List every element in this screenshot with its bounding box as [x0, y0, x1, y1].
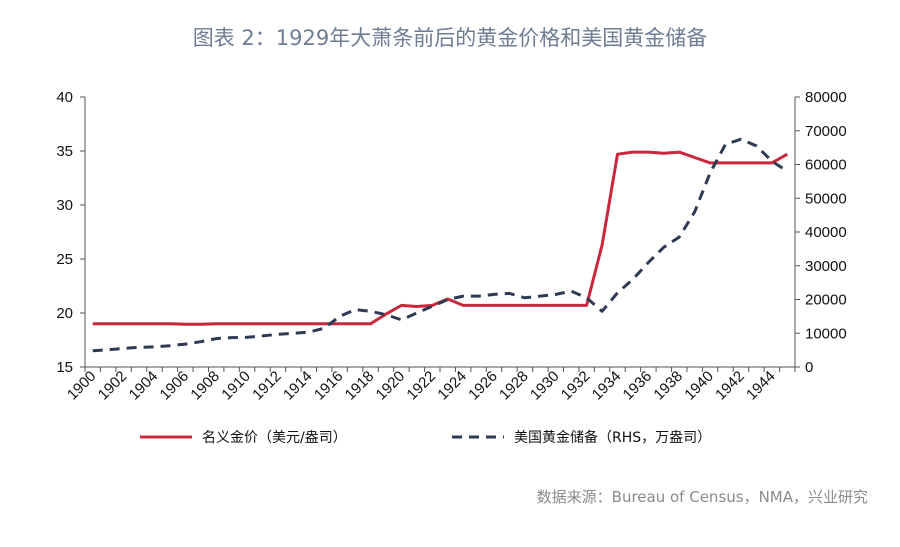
right-tick-label: 70000	[805, 123, 847, 140]
x-tick-label: 1924	[434, 368, 470, 404]
x-tick-label: 1918	[342, 368, 378, 404]
left-tick-label: 40	[56, 89, 73, 106]
right-tick-label: 10000	[805, 325, 847, 342]
right-tick-label: 20000	[805, 292, 847, 309]
x-tick-label: 1910	[218, 368, 254, 404]
x-tick-label: 1906	[157, 368, 193, 404]
x-tick-label: 1928	[496, 368, 532, 404]
x-tick-label: 1902	[95, 368, 131, 404]
right-tick-label: 80000	[805, 89, 847, 106]
legend-label-1: 名义金价（美元/盎司）	[202, 430, 347, 446]
series-line-1	[92, 150, 789, 326]
x-tick-label: 1944	[743, 368, 779, 404]
x-tick-label: 1912	[249, 368, 285, 404]
left-tick-label: 15	[56, 359, 73, 376]
x-tick-label: 1914	[280, 368, 316, 404]
x-tick-label: 1930	[527, 368, 563, 404]
x-tick-label: 1926	[465, 368, 501, 404]
source-note: 数据来源：Bureau of Census，NMA，兴业研究	[536, 488, 868, 506]
x-tick-label: 1920	[373, 368, 409, 404]
right-tick-label: 0	[805, 359, 813, 376]
left-tick-label: 25	[56, 251, 73, 268]
x-tick-label: 1916	[311, 368, 347, 404]
x-tick-label: 1936	[620, 368, 656, 404]
legend-label-2: 美国黄金储备（RHS，万盎司）	[514, 429, 711, 446]
series-line-2	[92, 137, 789, 353]
x-tick-label: 1934	[589, 368, 625, 404]
x-tick-label: 1940	[681, 368, 717, 404]
right-tick-label: 60000	[805, 157, 847, 174]
x-tick-label: 1922	[403, 368, 439, 404]
chart-title: 图表 2：1929年大萧条前后的黄金价格和美国黄金储备	[192, 26, 708, 50]
x-tick-label: 1938	[650, 368, 686, 404]
x-tick-label: 1904	[126, 368, 162, 404]
left-tick-label: 20	[56, 305, 73, 322]
right-tick-label: 50000	[805, 190, 847, 207]
x-tick-label: 1942	[712, 368, 748, 404]
left-tick-label: 30	[56, 197, 73, 214]
right-tick-label: 40000	[805, 224, 847, 241]
left-tick-label: 35	[56, 143, 73, 160]
right-tick-label: 30000	[805, 258, 847, 275]
x-tick-label: 1908	[187, 368, 223, 404]
x-tick-label: 1932	[558, 368, 594, 404]
